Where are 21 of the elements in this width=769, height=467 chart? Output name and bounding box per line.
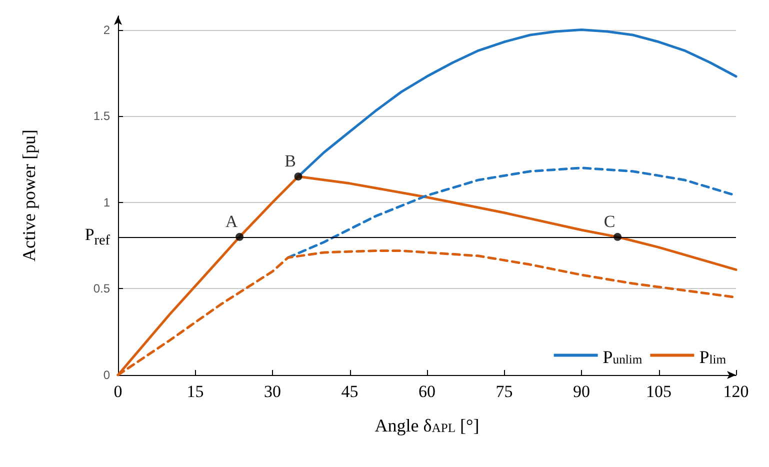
x-tick-label: 60 bbox=[418, 382, 436, 401]
x-tick-label: 15 bbox=[186, 382, 204, 401]
x-tick-label: 45 bbox=[341, 382, 358, 401]
x-tick-label: 105 bbox=[646, 382, 672, 401]
y-tick-label: 2 bbox=[103, 22, 110, 37]
x-tick-label: 75 bbox=[496, 382, 513, 401]
annotation: C bbox=[604, 212, 616, 231]
y-tick-label: 0 bbox=[103, 368, 110, 382]
legend-label: Plim bbox=[699, 347, 726, 367]
legend-label: Punlim bbox=[602, 347, 642, 367]
x-tick-label: 30 bbox=[264, 382, 281, 401]
x-tick-label: 120 bbox=[723, 382, 749, 401]
y-tick-label: 1.5 bbox=[93, 109, 110, 124]
y-axis-title: Active power [pu] bbox=[19, 130, 39, 262]
y-tick-label: P$_{ref}$ bbox=[84, 225, 110, 249]
x-axis-title: Angle δAPL [°] bbox=[374, 416, 480, 436]
annotation: A bbox=[225, 212, 238, 231]
x-tick-label: 90 bbox=[573, 382, 590, 401]
y-tick-label: 0.5 bbox=[93, 282, 110, 296]
y-tick-label: 1 bbox=[103, 195, 110, 210]
annotation: B bbox=[284, 152, 296, 171]
